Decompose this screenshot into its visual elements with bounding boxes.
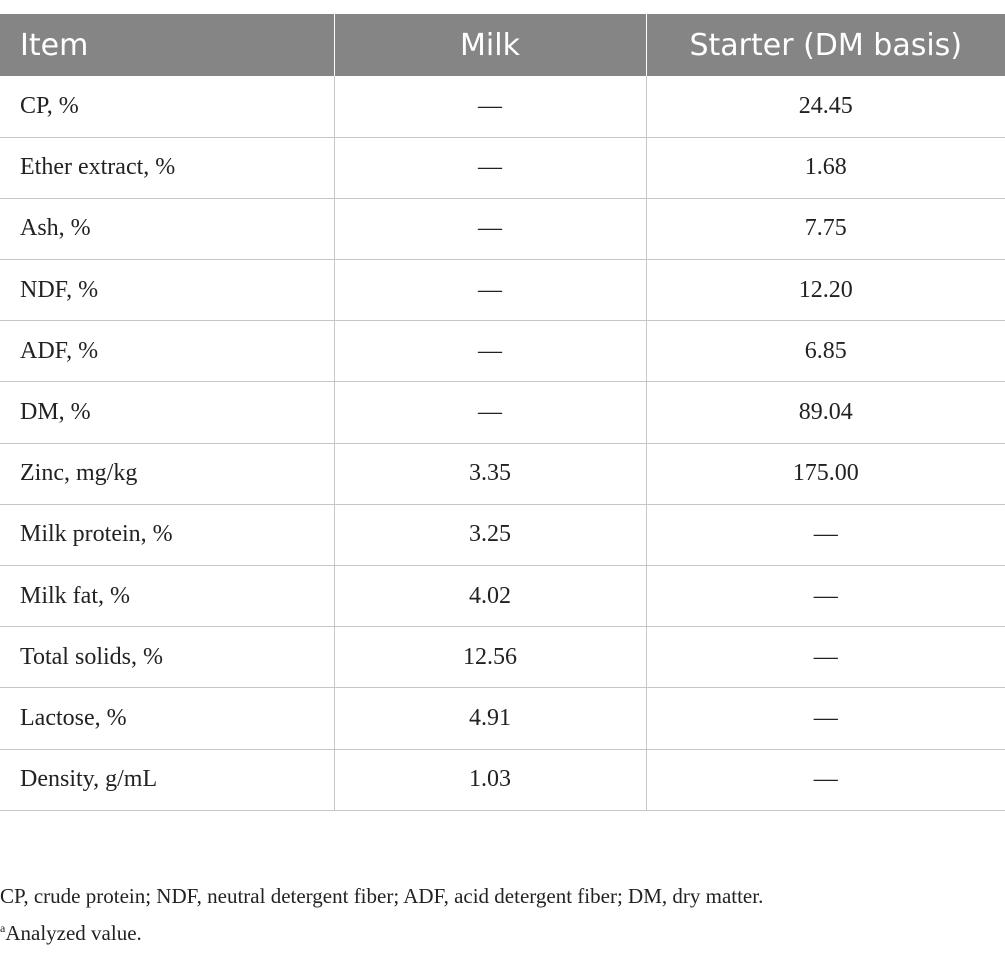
cell-starter: 175.00 [646,443,1005,505]
cell-item: NDF, % [0,259,335,322]
cell-starter: — [646,626,1005,689]
cell-milk: 4.02 [334,565,647,628]
table-row: Lactose, % 4.91 — [0,687,1005,750]
cell-item: Milk fat, % [0,565,335,628]
cell-item: Ash, % [0,198,335,261]
table-row: Zinc, mg/kg 3.35 175.00 [0,443,1005,505]
cell-starter: 7.75 [646,198,1005,261]
cell-starter: 12.20 [646,259,1005,322]
table-footnotes: CP, crude protein; NDF, neutral detergen… [0,880,1005,949]
table-row: CP, % — 24.45 [0,76,1005,138]
cell-item: Zinc, mg/kg [0,443,335,505]
table-row: Total solids, % 12.56 — [0,626,1005,689]
cell-starter: — [646,749,1005,811]
cell-milk: — [334,259,647,322]
cell-item: Total solids, % [0,626,335,689]
cell-starter: 6.85 [646,320,1005,383]
table-row: Milk fat, % 4.02 — [0,565,1005,628]
cell-milk: — [334,137,647,199]
cell-milk: 3.35 [334,443,647,505]
cell-starter: — [646,504,1005,567]
cell-item: Lactose, % [0,687,335,750]
table-header: Item Milk Starter (DM basis) [0,14,1005,76]
column-header-item: Item [0,14,335,76]
table-row: Density, g/mL 1.03 — [0,749,1005,811]
footnote-marker: a [0,921,6,935]
column-header-milk: Milk [334,14,647,76]
cell-starter: — [646,565,1005,628]
table-row: DM, % — 89.04 [0,381,1005,444]
cell-starter: — [646,687,1005,750]
composition-table: Item Milk Starter (DM basis) CP, % — 24.… [0,14,1005,811]
cell-item: DM, % [0,381,335,444]
cell-starter: 24.45 [646,76,1005,138]
cell-milk: 12.56 [334,626,647,689]
cell-starter: 89.04 [646,381,1005,444]
cell-item: Density, g/mL [0,749,335,811]
column-header-starter: Starter (DM basis) [646,14,1005,76]
cell-milk: — [334,381,647,444]
cell-item: CP, % [0,76,335,138]
header-row: Item Milk Starter (DM basis) [0,14,1005,76]
cell-milk: — [334,320,647,383]
table-row: Ether extract, % — 1.68 [0,137,1005,199]
cell-milk: — [334,198,647,261]
table-row: Milk protein, % 3.25 — [0,504,1005,567]
abbreviations-footnote: CP, crude protein; NDF, neutral detergen… [0,884,764,908]
cell-milk: — [334,76,647,138]
footnote-text: Analyzed value. [5,921,142,945]
table-row: NDF, % — 12.20 [0,259,1005,322]
analyzed-value-footnote: aAnalyzed value. [0,912,1005,949]
cell-milk: 4.91 [334,687,647,750]
cell-milk: 1.03 [334,749,647,811]
cell-item: Ether extract, % [0,137,335,199]
table-row: ADF, % — 6.85 [0,320,1005,383]
cell-item: Milk protein, % [0,504,335,567]
cell-item: ADF, % [0,320,335,383]
cell-starter: 1.68 [646,137,1005,199]
table-row: Ash, % — 7.75 [0,198,1005,261]
cell-milk: 3.25 [334,504,647,567]
table-body: CP, % — 24.45 Ether extract, % — 1.68 As… [0,76,1005,811]
